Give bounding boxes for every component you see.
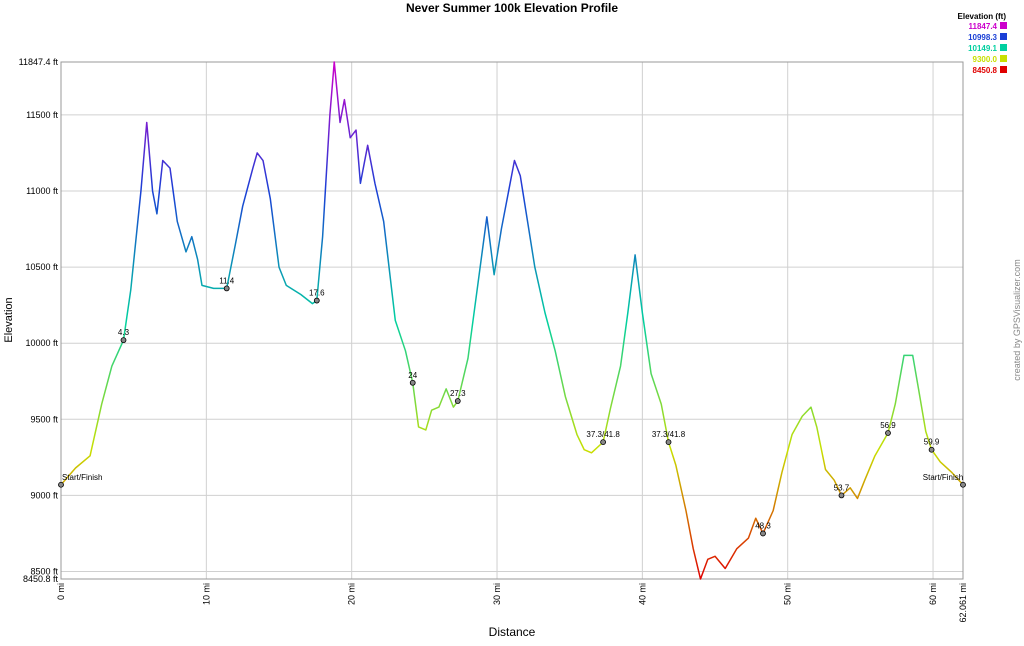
waypoint-label: 37.3/41.8	[652, 430, 686, 439]
legend-swatch	[1000, 55, 1007, 62]
x-tick-label: 10 mi	[201, 583, 211, 605]
waypoint-label: 48.3	[755, 521, 771, 530]
x-tick-label: 50 mi	[783, 583, 793, 605]
waypoint	[600, 439, 607, 446]
x-tick-label: 20 mi	[347, 583, 357, 605]
waypoint	[885, 430, 891, 436]
waypoint	[223, 285, 230, 292]
waypoint-label: 27.3	[450, 389, 466, 398]
legend-swatch	[1000, 44, 1007, 51]
y-axis-title: Elevation	[3, 297, 15, 342]
waypoint	[313, 297, 320, 304]
waypoint-label: Start/Finish	[923, 473, 963, 482]
legend-label: 10998.3	[968, 33, 997, 42]
waypoint-label: 4.3	[118, 328, 130, 337]
legend-label: 9300.0	[973, 55, 998, 64]
x-tick-label: 60 mi	[928, 583, 938, 605]
y-tick-label: 8450.8 ft	[23, 574, 59, 584]
legend-title: Elevation (ft)	[958, 12, 1007, 21]
waypoint	[760, 530, 766, 537]
y-tick-label: 8500 ft	[30, 567, 58, 577]
waypoint	[454, 398, 461, 404]
waypoint	[58, 481, 64, 488]
legend-label: 11847.4	[969, 22, 998, 31]
credit: created by GPSVisualizer.com	[1012, 259, 1022, 380]
x-tick-label: 0 mi	[56, 583, 66, 600]
legend-swatch	[1000, 33, 1007, 40]
y-tick-label: 11500 ft	[26, 110, 58, 120]
y-tick-label: 11847.4 ft	[19, 57, 59, 67]
waypoint	[120, 337, 127, 344]
waypoint-label: 11.4	[219, 276, 235, 285]
waypoint	[665, 439, 672, 446]
waypoint	[960, 481, 966, 488]
y-tick-label: 9000 ft	[30, 490, 58, 500]
x-tick-label: 62.061 mi	[958, 583, 968, 623]
x-axis-title: Distance	[489, 625, 536, 639]
x-tick-label: 40 mi	[637, 583, 647, 605]
x-tick-label: 30 mi	[492, 583, 502, 605]
waypoint-label: 53.7	[834, 483, 850, 492]
legend-label: 8450.8	[973, 66, 998, 75]
waypoint-label: 24	[408, 371, 417, 380]
y-tick-label: 9500 ft	[30, 414, 58, 424]
chart-title: Never Summer 100k Elevation Profile	[406, 1, 618, 15]
y-tick-label: 10500 ft	[25, 262, 58, 272]
legend-swatch	[1000, 22, 1007, 29]
waypoint-label: 17.6	[309, 289, 325, 298]
waypoint-label: 56.9	[880, 421, 896, 430]
legend-label: 10149.1	[968, 44, 997, 53]
y-tick-label: 11000 ft	[26, 186, 58, 196]
y-tick-label: 10000 ft	[25, 338, 58, 348]
waypoint-label: 59.9	[924, 438, 940, 447]
waypoint-label: Start/Finish	[62, 473, 102, 482]
waypoint	[928, 446, 935, 453]
waypoint	[409, 379, 416, 386]
waypoint	[838, 492, 845, 499]
legend-swatch	[1000, 66, 1007, 73]
waypoint-label: 37.3/41.8	[586, 430, 620, 439]
plot-frame	[60, 61, 964, 580]
elevation-line	[60, 61, 964, 580]
